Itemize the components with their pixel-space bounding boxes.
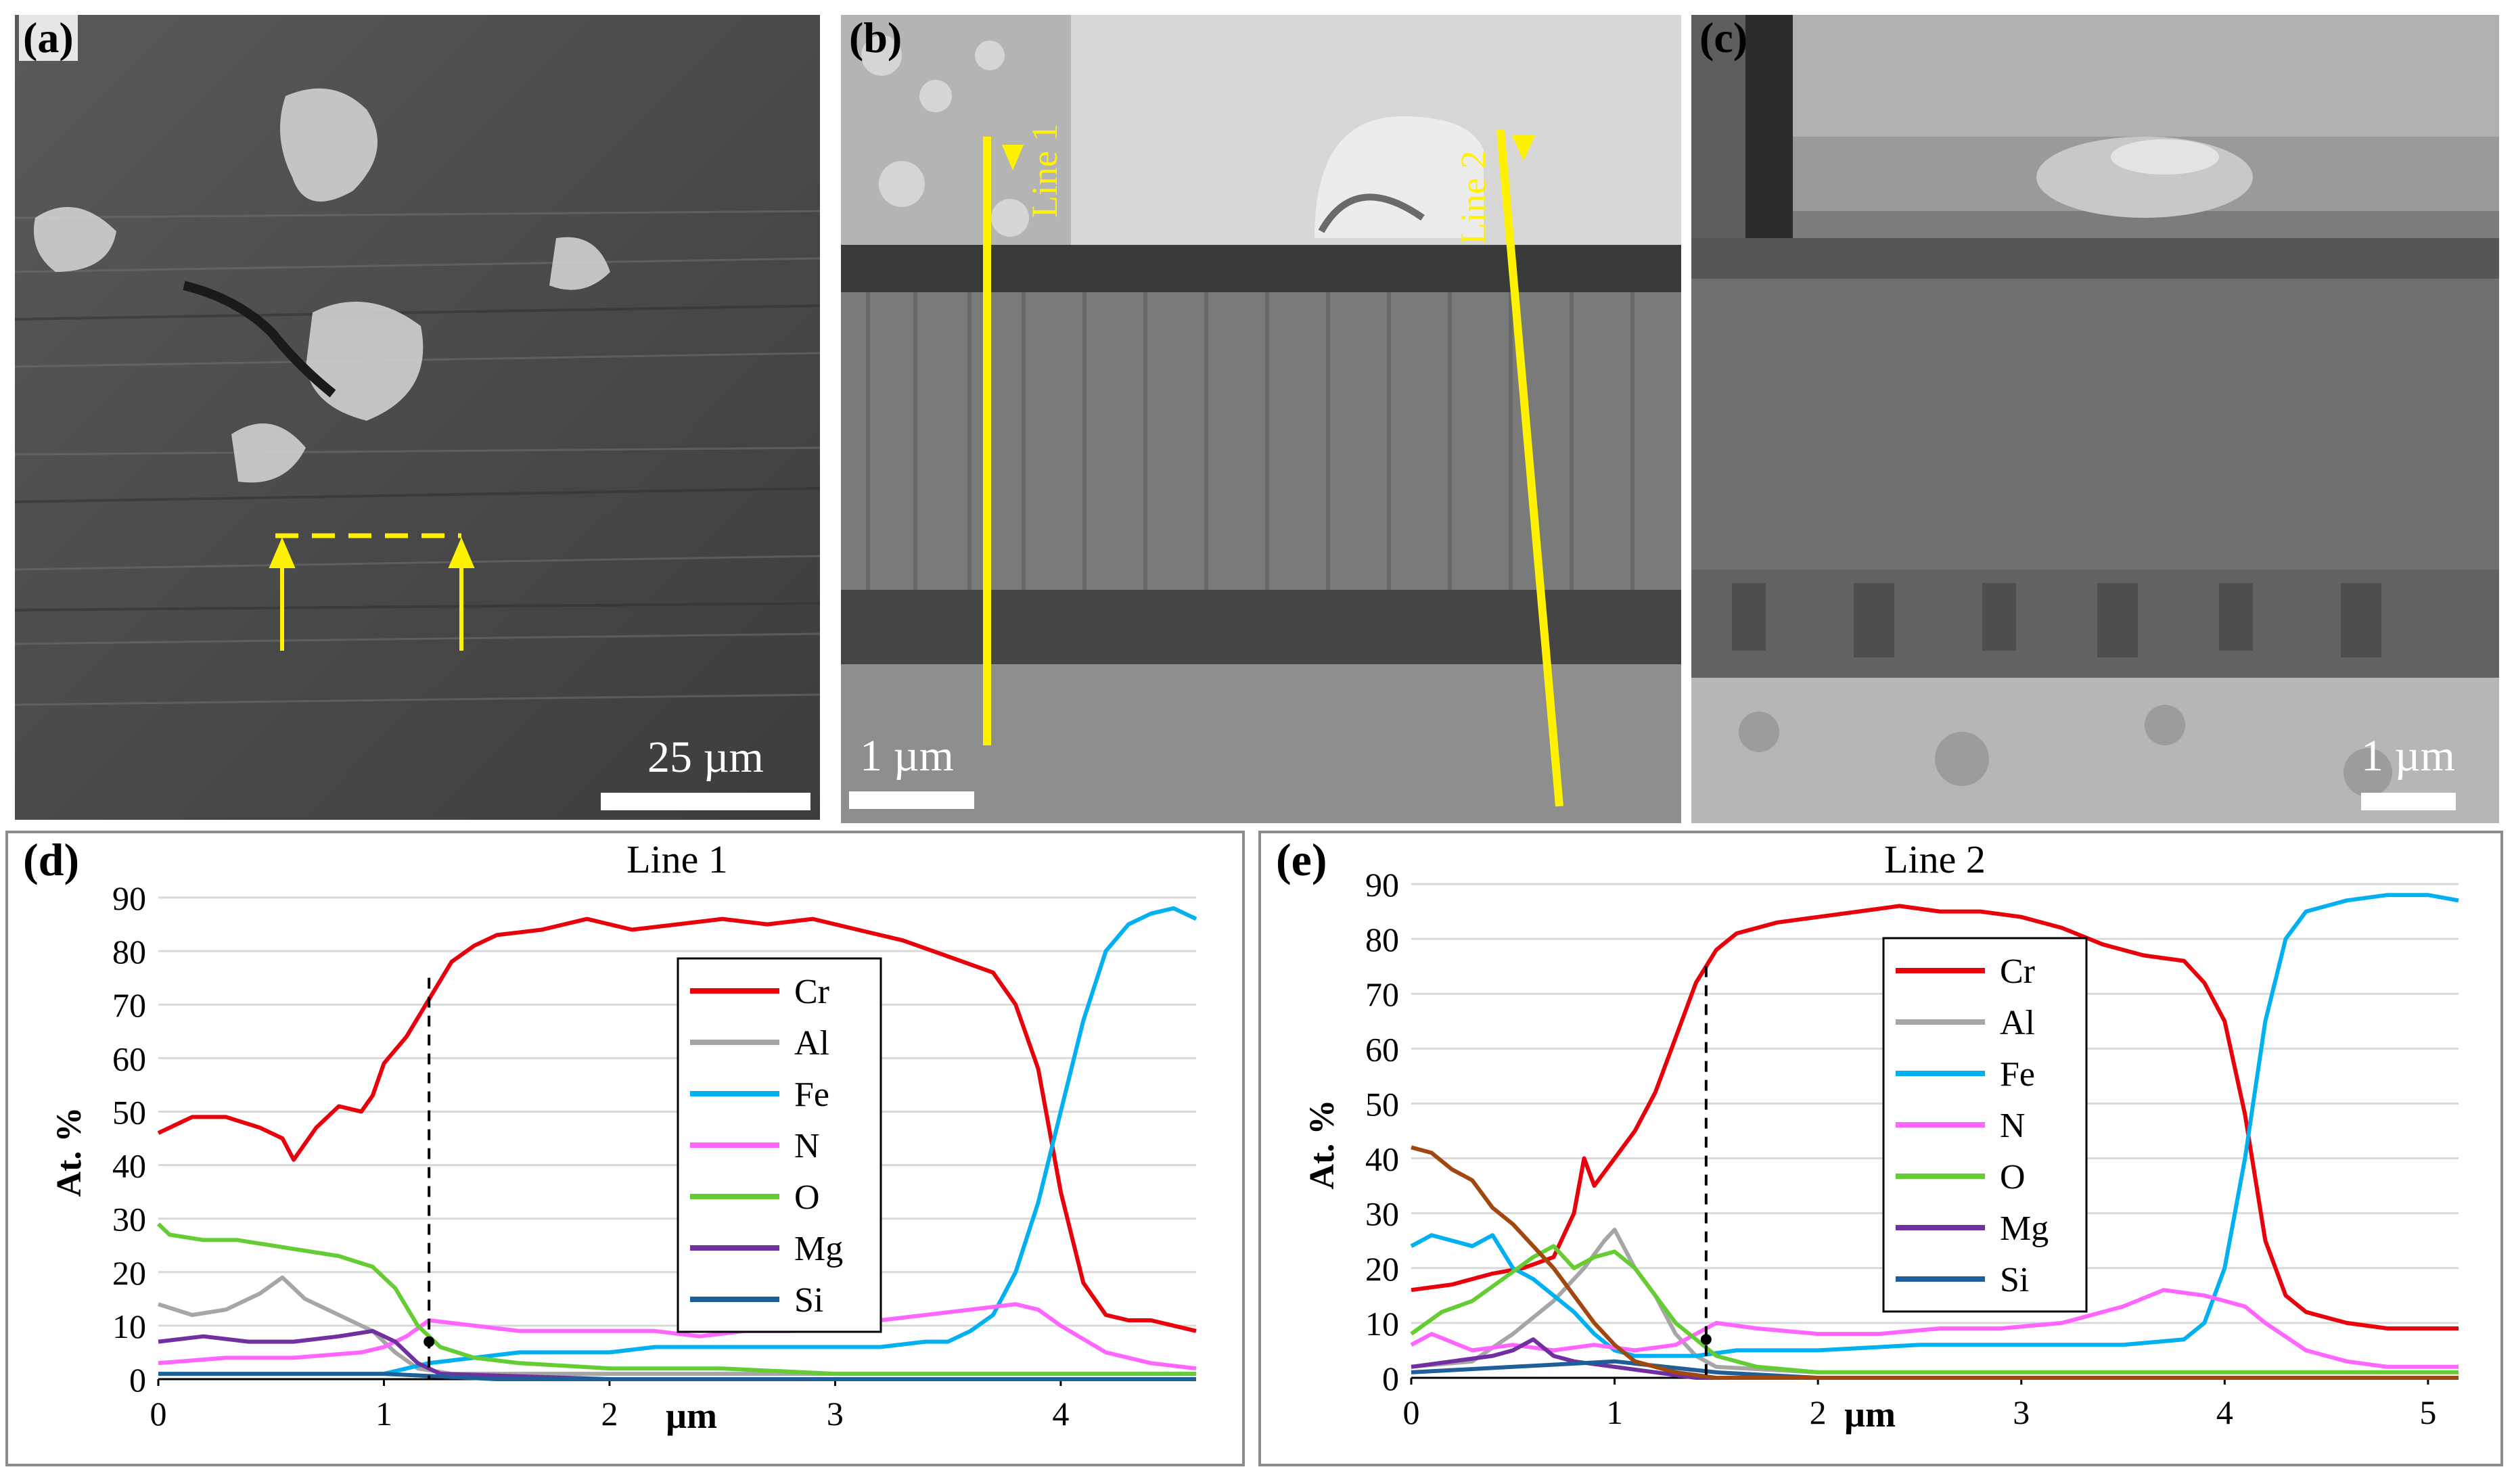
legend-label-o: O [794,1178,820,1217]
panel-label-c: (c) [1699,15,1748,62]
scale-bar-label-b: 1 µm [860,731,954,781]
legend-label-mg: Mg [794,1230,843,1268]
scale-bar-label-c: 1 µm [2361,731,2455,781]
interface-marker-dot [424,1336,435,1347]
chart-d-frame: 0 10 20 30 40 50 60 70 80 90 0 1 2 3 4 Line 1 (d) At. % µm… [5,831,1245,1466]
x-tick-label: 1 [375,1395,392,1433]
chart-title: Line 2 [1884,837,1986,881]
legend-label-cr: Cr [794,973,829,1011]
series-line-si [158,1372,1196,1381]
chart-e: 0 10 20 30 40 50 60 70 80 90 0 1 2 3 4 5 Line 2 (e) At. % µ… [1276,834,2459,1435]
sem-image-b [841,15,1681,823]
legend-label-fe: Fe [2000,1055,2035,1094]
x-axis-label: µm [1844,1394,1896,1435]
y-tick-label: 50 [112,1093,146,1131]
interface-marker-dot [1700,1334,1712,1345]
panel-label: (e) [1276,834,1327,885]
y-tick-label: 10 [1365,1305,1399,1343]
y-tick-label: 70 [112,986,146,1024]
y-tick-label: 60 [1365,1030,1399,1068]
scan-line-1-arrow [1002,145,1024,170]
legend: Cr Al Fe NO Mg Si [1882,937,2088,1313]
panel-c: (c) 1 µm [1691,15,2499,823]
arrow-markers [269,537,475,651]
y-tick-label: 10 [112,1307,146,1345]
scale-bar [2361,793,2456,810]
y-tick-label: 90 [1365,866,1399,904]
x-tick-label: 0 [150,1395,167,1433]
sem-image-a [15,15,820,820]
panel-b: (b) Line 1 Line 2 1 µm [841,15,1681,823]
x-tick-label: 2 [1810,1393,1827,1431]
scan-line-2-arrow [1512,135,1535,161]
legend-label-n: N [794,1127,820,1165]
series-line-fe [158,906,1197,1376]
series-line-o [156,1222,1196,1376]
panel-label: (d) [23,834,79,885]
legend-label-al: Al [2000,1004,2035,1042]
y-axis-label: At. % [50,1107,89,1197]
y-tick-label: 0 [129,1361,146,1399]
y-axis-label: At. % [1303,1100,1342,1190]
scan-line-1-label: Line 1 [1024,123,1065,218]
series-line-fe [1410,893,2459,1358]
y-tick-label: 90 [112,879,146,917]
legend-label-mg: Mg [2000,1209,2049,1248]
chart-d: 0 10 20 30 40 50 60 70 80 90 0 1 2 3 4 Line 1 (d) At. % µm… [23,834,1197,1436]
scale-bar [601,793,810,810]
sem-image-c [1691,15,2499,823]
scale-bar [849,791,974,809]
y-tick-label: 40 [112,1147,146,1185]
x-tick-label: 2 [601,1395,618,1433]
x-tick-label: 4 [1052,1395,1069,1433]
panel-a: (a) 25 µm [15,15,820,820]
scan-line-2 [1496,129,1563,807]
legend: Cr Al Fe NO Mg Si [677,957,882,1333]
scan-line-2-label: Line 2 [1453,150,1494,245]
series-line-o [1410,1244,2459,1374]
y-tick-label: 50 [1365,1085,1399,1123]
panel-label-b: (b) [849,15,902,62]
y-tick-label: 20 [1365,1250,1399,1288]
series-line-n [1410,1288,2459,1369]
x-tick-label: 0 [1403,1393,1420,1431]
x-axis-label: µm [666,1395,717,1436]
y-tick-label: 60 [112,1040,146,1077]
y-tick-label: 40 [1365,1140,1399,1178]
x-tick-label: 4 [2216,1393,2233,1431]
chart-e-frame: 0 10 20 30 40 50 60 70 80 90 0 1 2 3 4 5 Line 2 (e) At. % µ… [1258,831,2503,1466]
series-line-cr [157,917,1197,1333]
chart-title: Line 1 [626,837,728,881]
y-tick-label: 0 [1382,1360,1399,1397]
y-tick-label: 30 [1365,1195,1399,1233]
series-line-si [1411,1359,2459,1380]
legend-label-al: Al [794,1024,829,1063]
legend-label-n: N [2000,1107,2026,1145]
legend-label-si: Si [794,1281,823,1320]
series-line-n [158,1302,1197,1371]
y-tick-label: 80 [112,933,146,971]
x-tick-label: 3 [2013,1393,2030,1431]
y-tick-label: 70 [1365,975,1399,1013]
legend-label-cr: Cr [2000,952,2035,991]
series-line-extra [1411,1145,2459,1380]
y-tick-label: 20 [112,1254,146,1292]
x-tick-label: 1 [1606,1393,1623,1431]
legend-label-o: O [2000,1158,2026,1197]
x-tick-label: 5 [2419,1393,2436,1431]
y-tick-label: 30 [112,1201,146,1238]
x-tick-label: 3 [827,1395,844,1433]
series-line-cr [1411,904,2459,1330]
legend-label-si: Si [2000,1261,2029,1299]
y-tick-label: 80 [1365,921,1399,958]
legend-label-fe: Fe [794,1075,829,1114]
scale-bar-label-a: 25 µm [647,733,764,782]
panel-label-a: (a) [19,15,78,61]
